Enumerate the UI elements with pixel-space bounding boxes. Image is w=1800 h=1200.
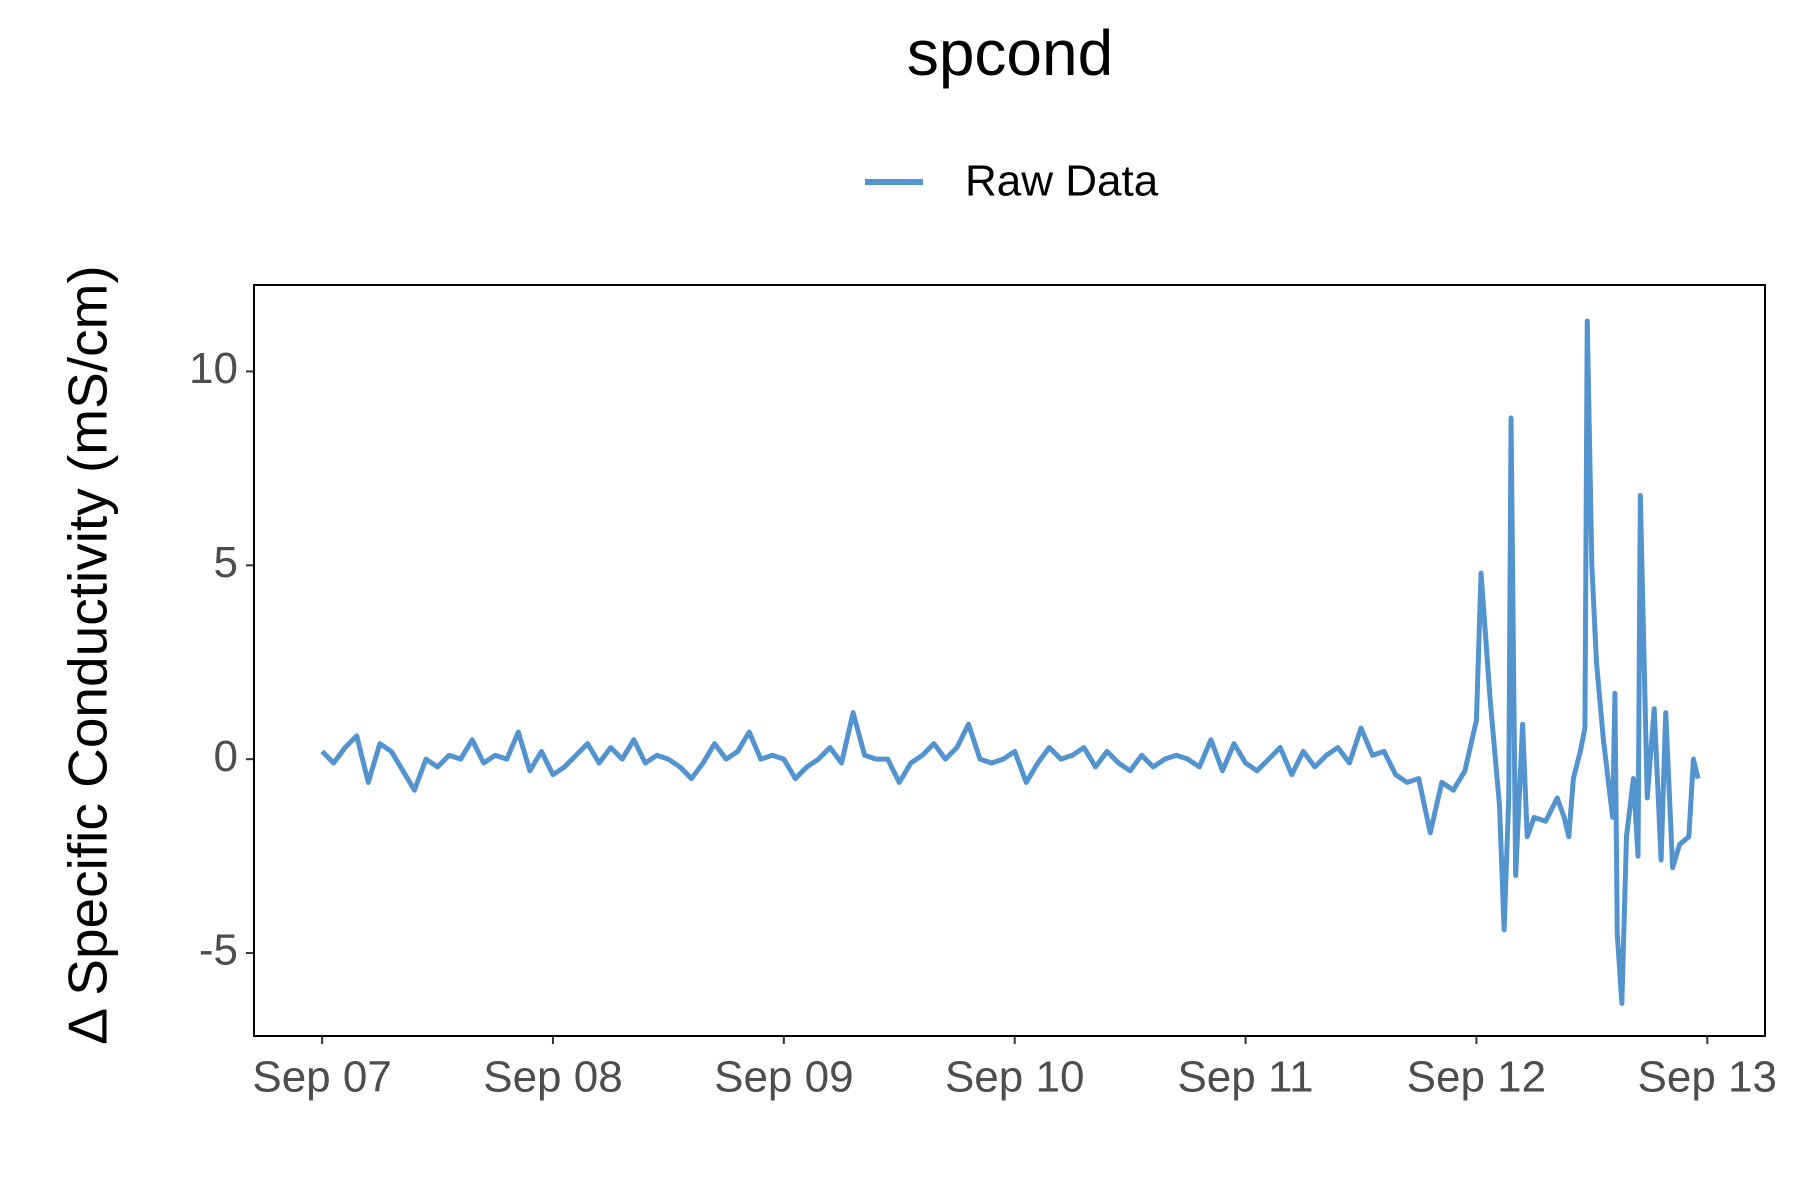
x-tick-label: Sep 13 — [1638, 1053, 1777, 1102]
x-tick-label: Sep 07 — [252, 1053, 391, 1102]
y-tick-label: 10 — [189, 344, 238, 393]
x-tick-label: Sep 11 — [1177, 1053, 1313, 1102]
x-tick-label: Sep 09 — [714, 1053, 853, 1102]
y-tick-label: 0 — [214, 732, 238, 781]
y-axis-title: Δ Specific Conductivity (mS/cm) — [57, 265, 119, 1044]
plot-border — [253, 284, 1766, 1037]
x-tick-label: Sep 08 — [483, 1053, 622, 1102]
data-line — [320, 318, 1701, 1006]
y-tick-label: 5 — [214, 538, 238, 587]
y-tick-label: -5 — [199, 926, 238, 975]
legend-label: Raw Data — [965, 157, 1159, 206]
chart-title: spcond — [907, 17, 1113, 89]
x-tick-label: Sep 12 — [1407, 1053, 1546, 1102]
x-tick-label: Sep 10 — [945, 1053, 1084, 1102]
